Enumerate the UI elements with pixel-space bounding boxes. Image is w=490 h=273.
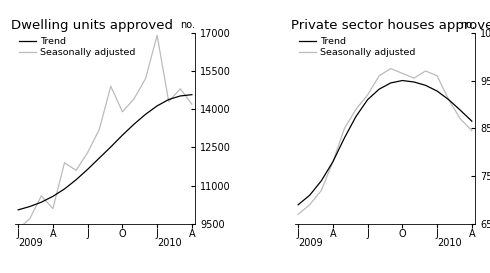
Text: no.: no.	[180, 20, 196, 30]
Legend: Trend, Seasonally adjusted: Trend, Seasonally adjusted	[297, 35, 417, 59]
Text: 2009: 2009	[18, 238, 43, 248]
Text: 2010: 2010	[437, 238, 462, 248]
Text: 2010: 2010	[157, 238, 182, 248]
Text: Private sector houses approved: Private sector houses approved	[291, 19, 490, 32]
Text: 2009: 2009	[298, 238, 323, 248]
Text: no.: no.	[460, 20, 475, 30]
Text: Dwelling units approved: Dwelling units approved	[11, 19, 173, 32]
Legend: Trend, Seasonally adjusted: Trend, Seasonally adjusted	[18, 35, 138, 59]
